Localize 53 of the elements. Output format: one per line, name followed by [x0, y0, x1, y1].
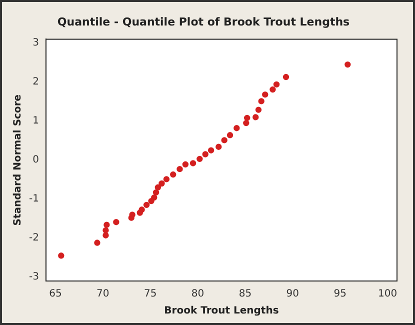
point	[151, 194, 158, 201]
y-tick-label: 3	[32, 38, 39, 49]
point	[158, 180, 165, 187]
y-tick-label: -1	[28, 194, 39, 205]
point	[102, 232, 109, 238]
point	[282, 74, 290, 80]
point	[113, 219, 120, 226]
point	[154, 184, 162, 190]
point	[190, 160, 196, 166]
point	[104, 222, 110, 228]
x-tick-label: 70	[96, 288, 110, 300]
point	[221, 137, 228, 144]
point	[270, 86, 276, 93]
x-tick-label: 85	[238, 288, 252, 300]
point	[143, 202, 150, 208]
point	[208, 147, 214, 154]
y-tick-label: -2	[28, 232, 39, 244]
point	[58, 252, 64, 259]
point	[262, 91, 268, 98]
point	[258, 98, 264, 104]
point	[202, 151, 208, 158]
point	[163, 176, 170, 182]
point	[234, 125, 240, 132]
point	[94, 240, 100, 246]
x-tick-label: 75	[144, 288, 157, 300]
point	[344, 61, 351, 68]
chart-title: Quantile - Quantile Plot of Brook Trout Lengths	[57, 15, 350, 28]
y-tick-label: 0	[32, 154, 39, 166]
y-axis-title: Standard Normal Score	[12, 94, 24, 226]
y-tick-label: 1	[32, 116, 39, 127]
x-tick-label: 65	[49, 288, 62, 300]
y-tick-label: 2	[32, 76, 39, 88]
point	[170, 171, 176, 178]
x-tick-label: 100	[378, 288, 398, 300]
point	[216, 144, 222, 150]
point	[152, 189, 160, 196]
point	[102, 227, 109, 234]
point	[182, 161, 189, 168]
y-tick-label: -3	[28, 272, 39, 283]
point	[129, 212, 136, 218]
point	[244, 114, 250, 122]
point	[243, 120, 250, 126]
x-axis-title: Brook Trout Lengths	[164, 306, 279, 317]
point	[196, 156, 203, 162]
point	[255, 106, 262, 113]
point	[138, 206, 145, 213]
point	[176, 166, 183, 172]
x-tick-label: 95	[334, 288, 346, 300]
point	[273, 81, 280, 88]
x-tick-label: 90	[286, 288, 300, 300]
point	[252, 114, 259, 120]
x-tick-label: 80	[191, 288, 204, 300]
point	[226, 132, 234, 138]
